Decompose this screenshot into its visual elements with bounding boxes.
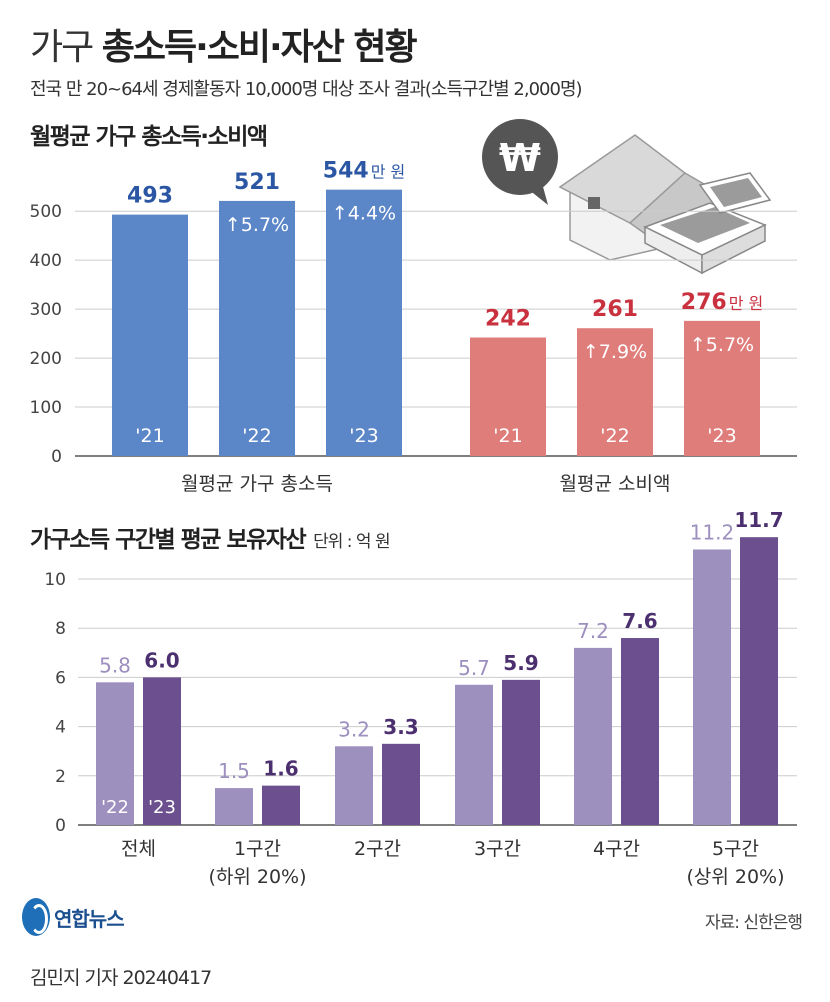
bar-value-label: 11.7 <box>734 508 783 532</box>
y-tick-label: 300 <box>30 300 62 320</box>
category-label: 3구간 <box>474 838 521 860</box>
y-tick-label: 8 <box>55 619 66 639</box>
bar-value-label: 1.5 <box>218 759 250 783</box>
category-label: 5구간 <box>712 838 759 860</box>
year-label: '22 <box>600 425 629 447</box>
bar <box>335 746 373 825</box>
house-money-illustration: ₩ <box>482 119 772 275</box>
bar-value-label: 242 <box>485 307 531 332</box>
bar <box>621 638 659 825</box>
y-tick-label: 0 <box>55 816 66 836</box>
page-title: 가구 총소득·소비·자산 현황 <box>30 18 418 70</box>
category-label: 전체 <box>121 838 156 860</box>
bar <box>470 337 546 456</box>
bar <box>382 743 420 825</box>
won-bubble-icon: ₩ <box>482 119 558 205</box>
category-label: 2구간 <box>354 838 401 860</box>
y-tick-label: 200 <box>30 349 62 369</box>
y-tick-label: 4 <box>55 718 66 738</box>
bar <box>215 788 253 825</box>
bar-value-label: 276 만 원 <box>681 290 763 315</box>
bar <box>574 647 612 825</box>
year-label: '23 <box>349 425 378 447</box>
bar-value-label: 7.2 <box>577 619 609 643</box>
y-tick-label: 100 <box>30 398 62 418</box>
bar-value-label: 521 <box>234 170 280 195</box>
yonhap-logo: 연합뉴스 <box>22 898 125 936</box>
section2-unit: 단위 : 억 원 <box>313 532 390 552</box>
bar <box>96 682 134 825</box>
bar <box>262 785 300 825</box>
year-label: '21 <box>135 425 164 447</box>
source-note: 자료: 신한은행 <box>705 913 803 933</box>
bar-value-label: 6.0 <box>144 648 179 672</box>
year-label: '23 <box>707 425 736 447</box>
bar <box>143 677 181 825</box>
bar-value-label: 493 <box>127 184 173 209</box>
bar-value-label: 11.2 <box>690 520 735 544</box>
bar-value-label: 7.6 <box>622 609 657 633</box>
group-label: 월평균 소비액 <box>560 473 671 495</box>
section2-title: 가구소득 구간별 평균 보유자산 <box>30 527 307 553</box>
bar <box>502 679 540 825</box>
income-spending-chart: 0 100 200 300 400 500 493 '21 521 ↑5.7% '22 544 만 원 ↑… <box>30 159 797 495</box>
y-tick-label: 500 <box>30 202 62 222</box>
bar <box>326 189 402 456</box>
section1-title: 월평균 가구 총소득·소비액 <box>30 124 268 150</box>
title-light: 가구 <box>30 27 94 68</box>
category-sublabel: (하위 20%) <box>208 866 306 888</box>
logo-text: 연합뉴스 <box>54 906 125 931</box>
bar <box>455 684 493 825</box>
y-tick-label: 6 <box>55 668 66 688</box>
bar-value-label: 3.3 <box>383 715 418 739</box>
bar <box>577 328 653 456</box>
title-bold: 총소득·소비·자산 현황 <box>101 27 418 68</box>
bar <box>740 537 778 825</box>
bar-value-label: 544 만 원 <box>323 159 405 184</box>
bar-value-label: 5.7 <box>458 656 490 680</box>
y-tick-label: 10 <box>44 570 66 590</box>
y-tick-label: 2 <box>55 767 66 787</box>
subtitle: 전국 만 20~64세 경제활동자 10,000명 대상 조사 결과(소득구간별… <box>30 79 583 100</box>
category-label: 1구간 <box>234 838 281 860</box>
bar <box>693 549 731 825</box>
legend-year-label: '22 <box>101 797 129 818</box>
bar <box>684 320 760 456</box>
y-tick-label: 0 <box>51 447 62 467</box>
svg-text:₩: ₩ <box>499 136 541 180</box>
category-label: 4구간 <box>593 838 640 860</box>
yonhap-logo-icon <box>22 898 50 936</box>
change-label: ↑5.7% <box>225 214 289 236</box>
group-label: 월평균 가구 총소득 <box>181 473 333 495</box>
section2-title-wrap: 가구소득 구간별 평균 보유자산 단위 : 억 원 <box>30 520 391 554</box>
year-label: '21 <box>493 425 522 447</box>
bar-value-label: 5.8 <box>99 653 131 677</box>
legend-year-label: '23 <box>148 797 176 818</box>
change-label: ↑5.7% <box>690 334 754 356</box>
money-stack-icon <box>643 172 772 275</box>
bar-value-label: 261 <box>592 297 638 322</box>
y-tick-label: 400 <box>30 251 62 271</box>
bar-value-label: 5.9 <box>503 651 538 675</box>
bar-value-label: 3.2 <box>338 717 370 741</box>
year-label: '22 <box>242 425 271 447</box>
credit-line: 김민지 기자 20240417 <box>30 967 212 989</box>
asset-chart: 0 2 4 6 8 10 5.8 '22 6.0 '23 전체 1.5 1.6 1구간 (하위 20%) 3.… <box>44 508 797 888</box>
bar <box>219 200 295 456</box>
change-label: ↑4.4% <box>332 203 396 225</box>
bar-value-label: 1.6 <box>263 757 298 781</box>
bar <box>112 214 188 456</box>
category-sublabel: (상위 20%) <box>686 866 784 888</box>
change-label: ↑7.9% <box>583 341 647 363</box>
